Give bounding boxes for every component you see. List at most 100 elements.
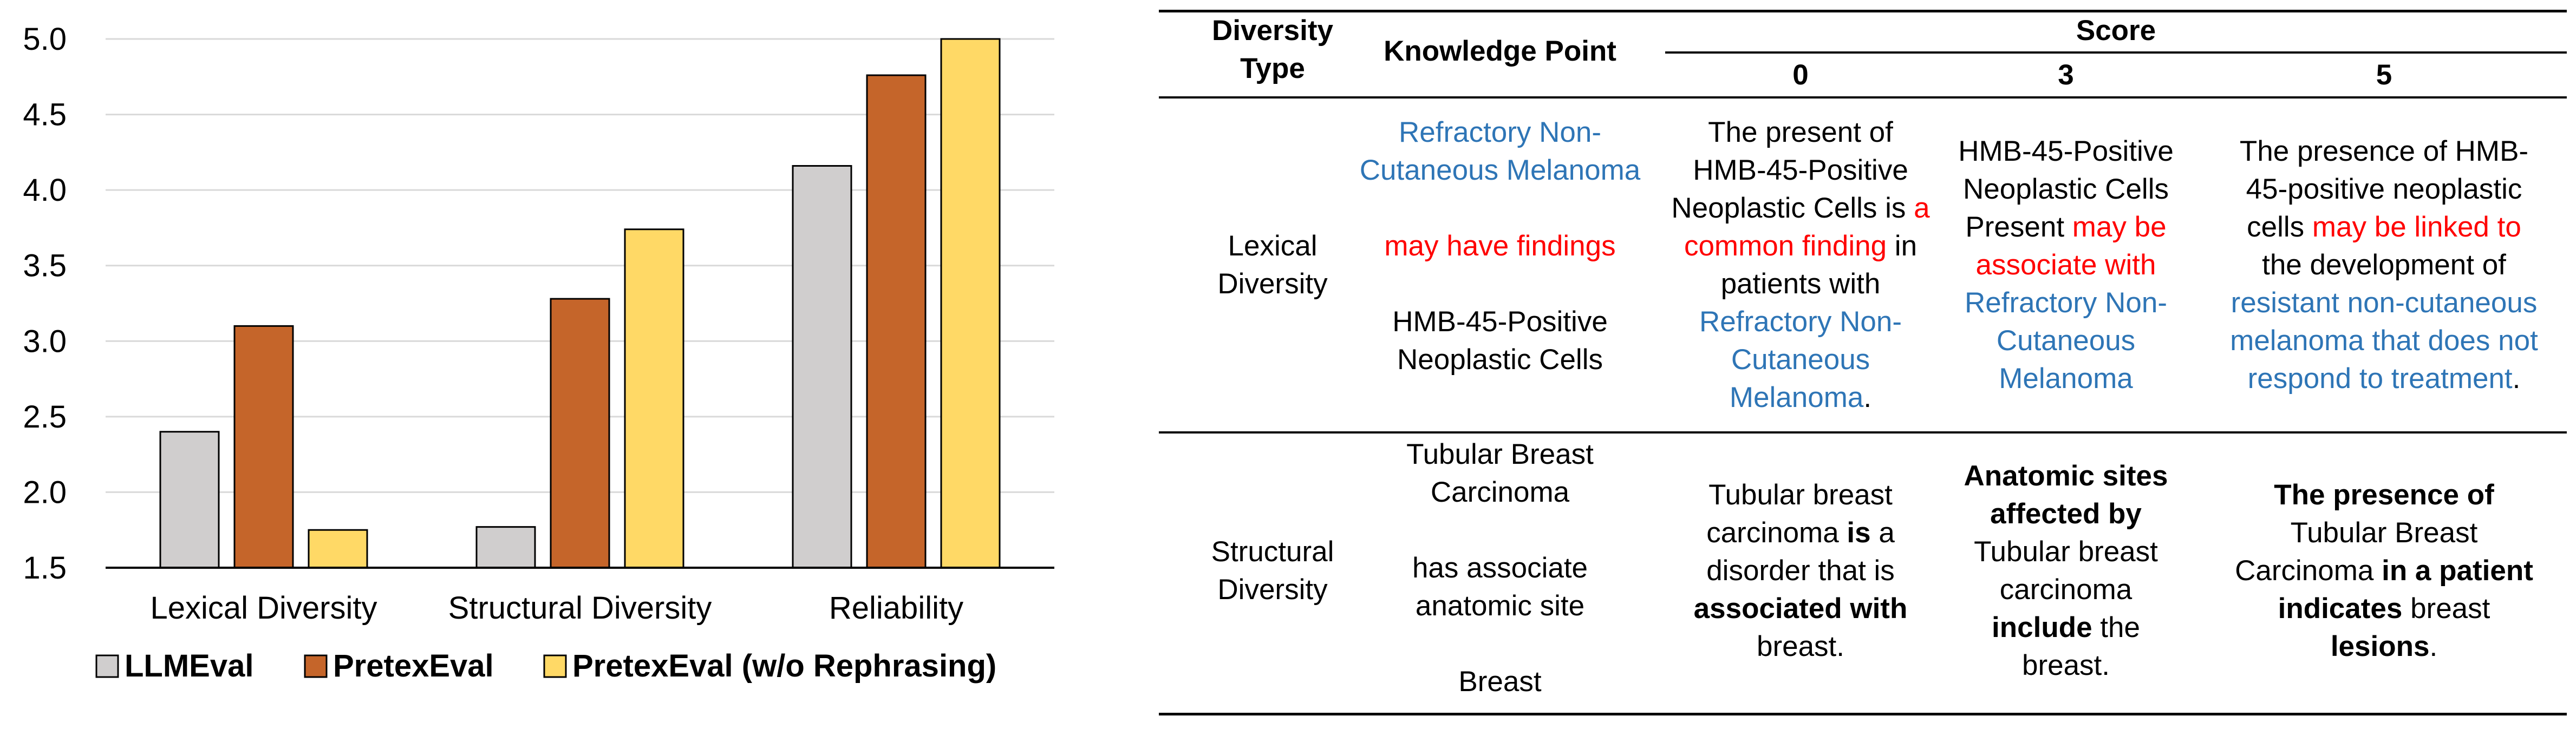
structural-score-3-example-line: Anatomic sites <box>1931 457 2201 495</box>
structural-score-0-example-line: associated with <box>1665 590 1936 628</box>
y-tick-labels: 1.5 2.0 2.5 3.0 3.5 4.0 4.5 5.0 <box>23 22 67 586</box>
structural-knowledge-point-line: Tubular Breast <box>1338 436 1662 474</box>
lexical-score-3-example-line: HMB-45-Positive <box>1931 133 2201 170</box>
structural-knowledge-point-line <box>1338 625 1662 663</box>
lexical-score-0-example-text-run: common finding <box>1684 230 1887 262</box>
lexical-score-3-example-text-run: Refractory Non- <box>1964 287 2168 319</box>
bar-chart: 1.5 2.0 2.5 3.0 3.5 4.0 4.5 5.0 Lexical Diversi… <box>23 22 1054 684</box>
y-tick-label: 4.5 <box>23 97 67 133</box>
lexical-score-0-example-line: common finding in <box>1665 227 1936 265</box>
lexical-score-0-example-text-run: . <box>1863 382 1872 413</box>
lexical-score-5-example-line: 45-positive neoplastic <box>2201 170 2567 208</box>
lexical-score-3-example-text-run: may be <box>2072 211 2167 243</box>
lexical-row-type: Lexical Diversity <box>1159 227 1386 303</box>
lexical-knowledge-point-text-run: Neoplastic Cells <box>1397 344 1603 376</box>
y-tick-label: 2.0 <box>23 475 67 510</box>
lexical-knowledge-point-text-run: Cutaneous Melanoma <box>1359 154 1641 186</box>
structural-knowledge-point-text-run: Carcinoma <box>1430 476 1570 508</box>
lexical-score-5-example-line: the development of <box>2201 246 2567 284</box>
structural-score-0-example-line: carcinoma is a <box>1665 514 1936 552</box>
score-header-rule <box>1665 51 2567 54</box>
lexical-score-0-example-text-run: Cutaneous <box>1731 344 1870 376</box>
structural-score-3-example-text-run: Anatomic sites <box>1964 460 2168 492</box>
structural-score-0-example: Tubular breast carcinoma is a disorder tha… <box>1665 476 1936 666</box>
structural-score-5-example-line: lesions. <box>2201 628 2567 666</box>
y-tick-label: 3.5 <box>23 248 67 284</box>
lexical-score-5-example: The presence of HMB- 45-positive neoplast… <box>2201 133 2567 398</box>
structural-score-5-example-text-run: breast <box>2402 593 2490 625</box>
legend: LLMEval PretexEval PretexEval (w/o Rephras… <box>95 648 996 684</box>
lexical-knowledge-point-line <box>1338 189 1662 227</box>
structural-score-0-example-line: breast. <box>1665 628 1936 666</box>
lexical-score-0-example-line: HMB-45-Positive <box>1665 152 1936 189</box>
lexical-score-5-example-text-run: melanoma that does not <box>2230 325 2538 357</box>
bar-pretexeval-2 <box>866 74 927 569</box>
lexical-row-type-line-1: Lexical <box>1228 230 1318 262</box>
structural-row-type-line-1: Structural <box>1211 536 1334 568</box>
structural-row-type-line-2: Diversity <box>1217 574 1328 606</box>
structural-score-0-example-line: Tubular breast <box>1665 476 1936 514</box>
lexical-score-3-example: HMB-45-Positive Neoplastic Cells Present m… <box>1931 133 2201 398</box>
y-tick-label: 3.0 <box>23 324 67 359</box>
table-bottom-rule <box>1159 713 2567 715</box>
lexical-score-0-example-text-run: Neoplastic Cells is <box>1671 192 1914 224</box>
structural-knowledge-point-text-run: Tubular Breast <box>1406 438 1594 470</box>
header-score-0-label: 0 <box>1792 59 1809 91</box>
structural-score-5-example-text-run: . <box>2429 631 2438 662</box>
bar-llmeval-0 <box>159 431 220 569</box>
header-score: Score <box>1665 12 2567 50</box>
structural-score-5-example-text-run: Carcinoma <box>2235 555 2382 587</box>
lexical-score-5-example-text-run: resistant non-cutaneous <box>2231 287 2538 319</box>
lexical-score-0-example-line: Cutaneous <box>1665 341 1936 379</box>
structural-score-3-example-text-run: carcinoma <box>1999 574 2132 606</box>
header-score-label: Score <box>2076 15 2156 47</box>
header-bottom-rule <box>1159 96 2567 98</box>
legend-label: PretexEval (w/o Rephrasing) <box>572 648 996 684</box>
structural-score-3-example-line: include the <box>1931 609 2201 647</box>
lexical-score-3-example-text-run: associate with <box>1975 249 2156 281</box>
lexical-knowledge-point-line <box>1338 265 1662 303</box>
lexical-score-0-example-line: The present of <box>1665 114 1936 152</box>
lexical-score-0-example-line: Refractory Non- <box>1665 303 1936 341</box>
structural-score-5-example-line: indicates breast <box>2201 590 2567 628</box>
lexical-score-0-example-text-run: patients with <box>1720 268 1881 300</box>
structural-score-0-example-text-run: a <box>1870 517 1895 549</box>
header-diversity-type-line-1: Diversity <box>1212 15 1333 47</box>
lexical-score-0-example-text-run: in <box>1887 230 1918 262</box>
structural-score-0-example-text-run: associated with <box>1693 593 1908 625</box>
bar-pretexeval-0 <box>233 325 294 569</box>
row-separator-rule <box>1159 431 2567 434</box>
bar-pretexeval-w-o-rephrasing--2 <box>940 38 1001 569</box>
y-tick-label: 5.0 <box>23 22 67 57</box>
lexical-score-3-example-text-run: Neoplastic Cells <box>1963 173 2169 205</box>
structural-score-3-example-text-run: breast. <box>2021 649 2110 681</box>
structural-score-0-example-text-run: disorder that is <box>1706 555 1895 587</box>
lexical-knowledge-point-line: Neoplastic Cells <box>1338 341 1662 379</box>
x-tick-label: Lexical Diversity <box>151 590 377 626</box>
lexical-score-3-example-line: Cutaneous <box>1931 322 2201 360</box>
x-tick-label: Reliability <box>829 590 963 626</box>
bar-pretexeval-1 <box>550 298 610 569</box>
structural-knowledge-point-line: has associate <box>1338 549 1662 587</box>
structural-score-3-example-text-run: affected by <box>1990 498 2142 530</box>
lexical-knowledge-point-text-run: HMB-45-Positive <box>1392 306 1608 338</box>
lexical-knowledge-point-text-run: Refractory Non- <box>1398 116 1602 148</box>
legend-label: LLMEval <box>125 648 254 684</box>
bar-llmeval-1 <box>475 526 536 569</box>
lexical-score-0-example-line: patients with <box>1665 265 1936 303</box>
header-diversity-type: Diversity Type <box>1159 12 1386 88</box>
lexical-score-3-example-text-run: Cutaneous <box>1996 325 2136 357</box>
lexical-knowledge-point-text-run: may have findings <box>1384 230 1616 262</box>
bar-pretexeval-w-o-rephrasing--0 <box>308 529 368 569</box>
structural-score-5-example-line: The presence of <box>2201 476 2567 514</box>
lexical-score-5-example-text-run: the development of <box>2262 249 2506 281</box>
structural-knowledge-point-line: Breast <box>1338 663 1662 701</box>
lexical-score-5-example-line: cells may be linked to <box>2201 208 2567 246</box>
lexical-score-0-example-text-run: Refractory Non- <box>1699 306 1902 338</box>
structural-score-3-example-text-run: include <box>1992 612 2092 643</box>
lexical-score-5-example-line: respond to treatment. <box>2201 360 2567 398</box>
structural-score-5-example-text-run: The presence of <box>2274 479 2494 511</box>
structural-score-3-example-line: affected by <box>1931 495 2201 533</box>
bar-llmeval-2 <box>792 165 852 569</box>
lexical-knowledge-point-line: may have findings <box>1338 227 1662 265</box>
